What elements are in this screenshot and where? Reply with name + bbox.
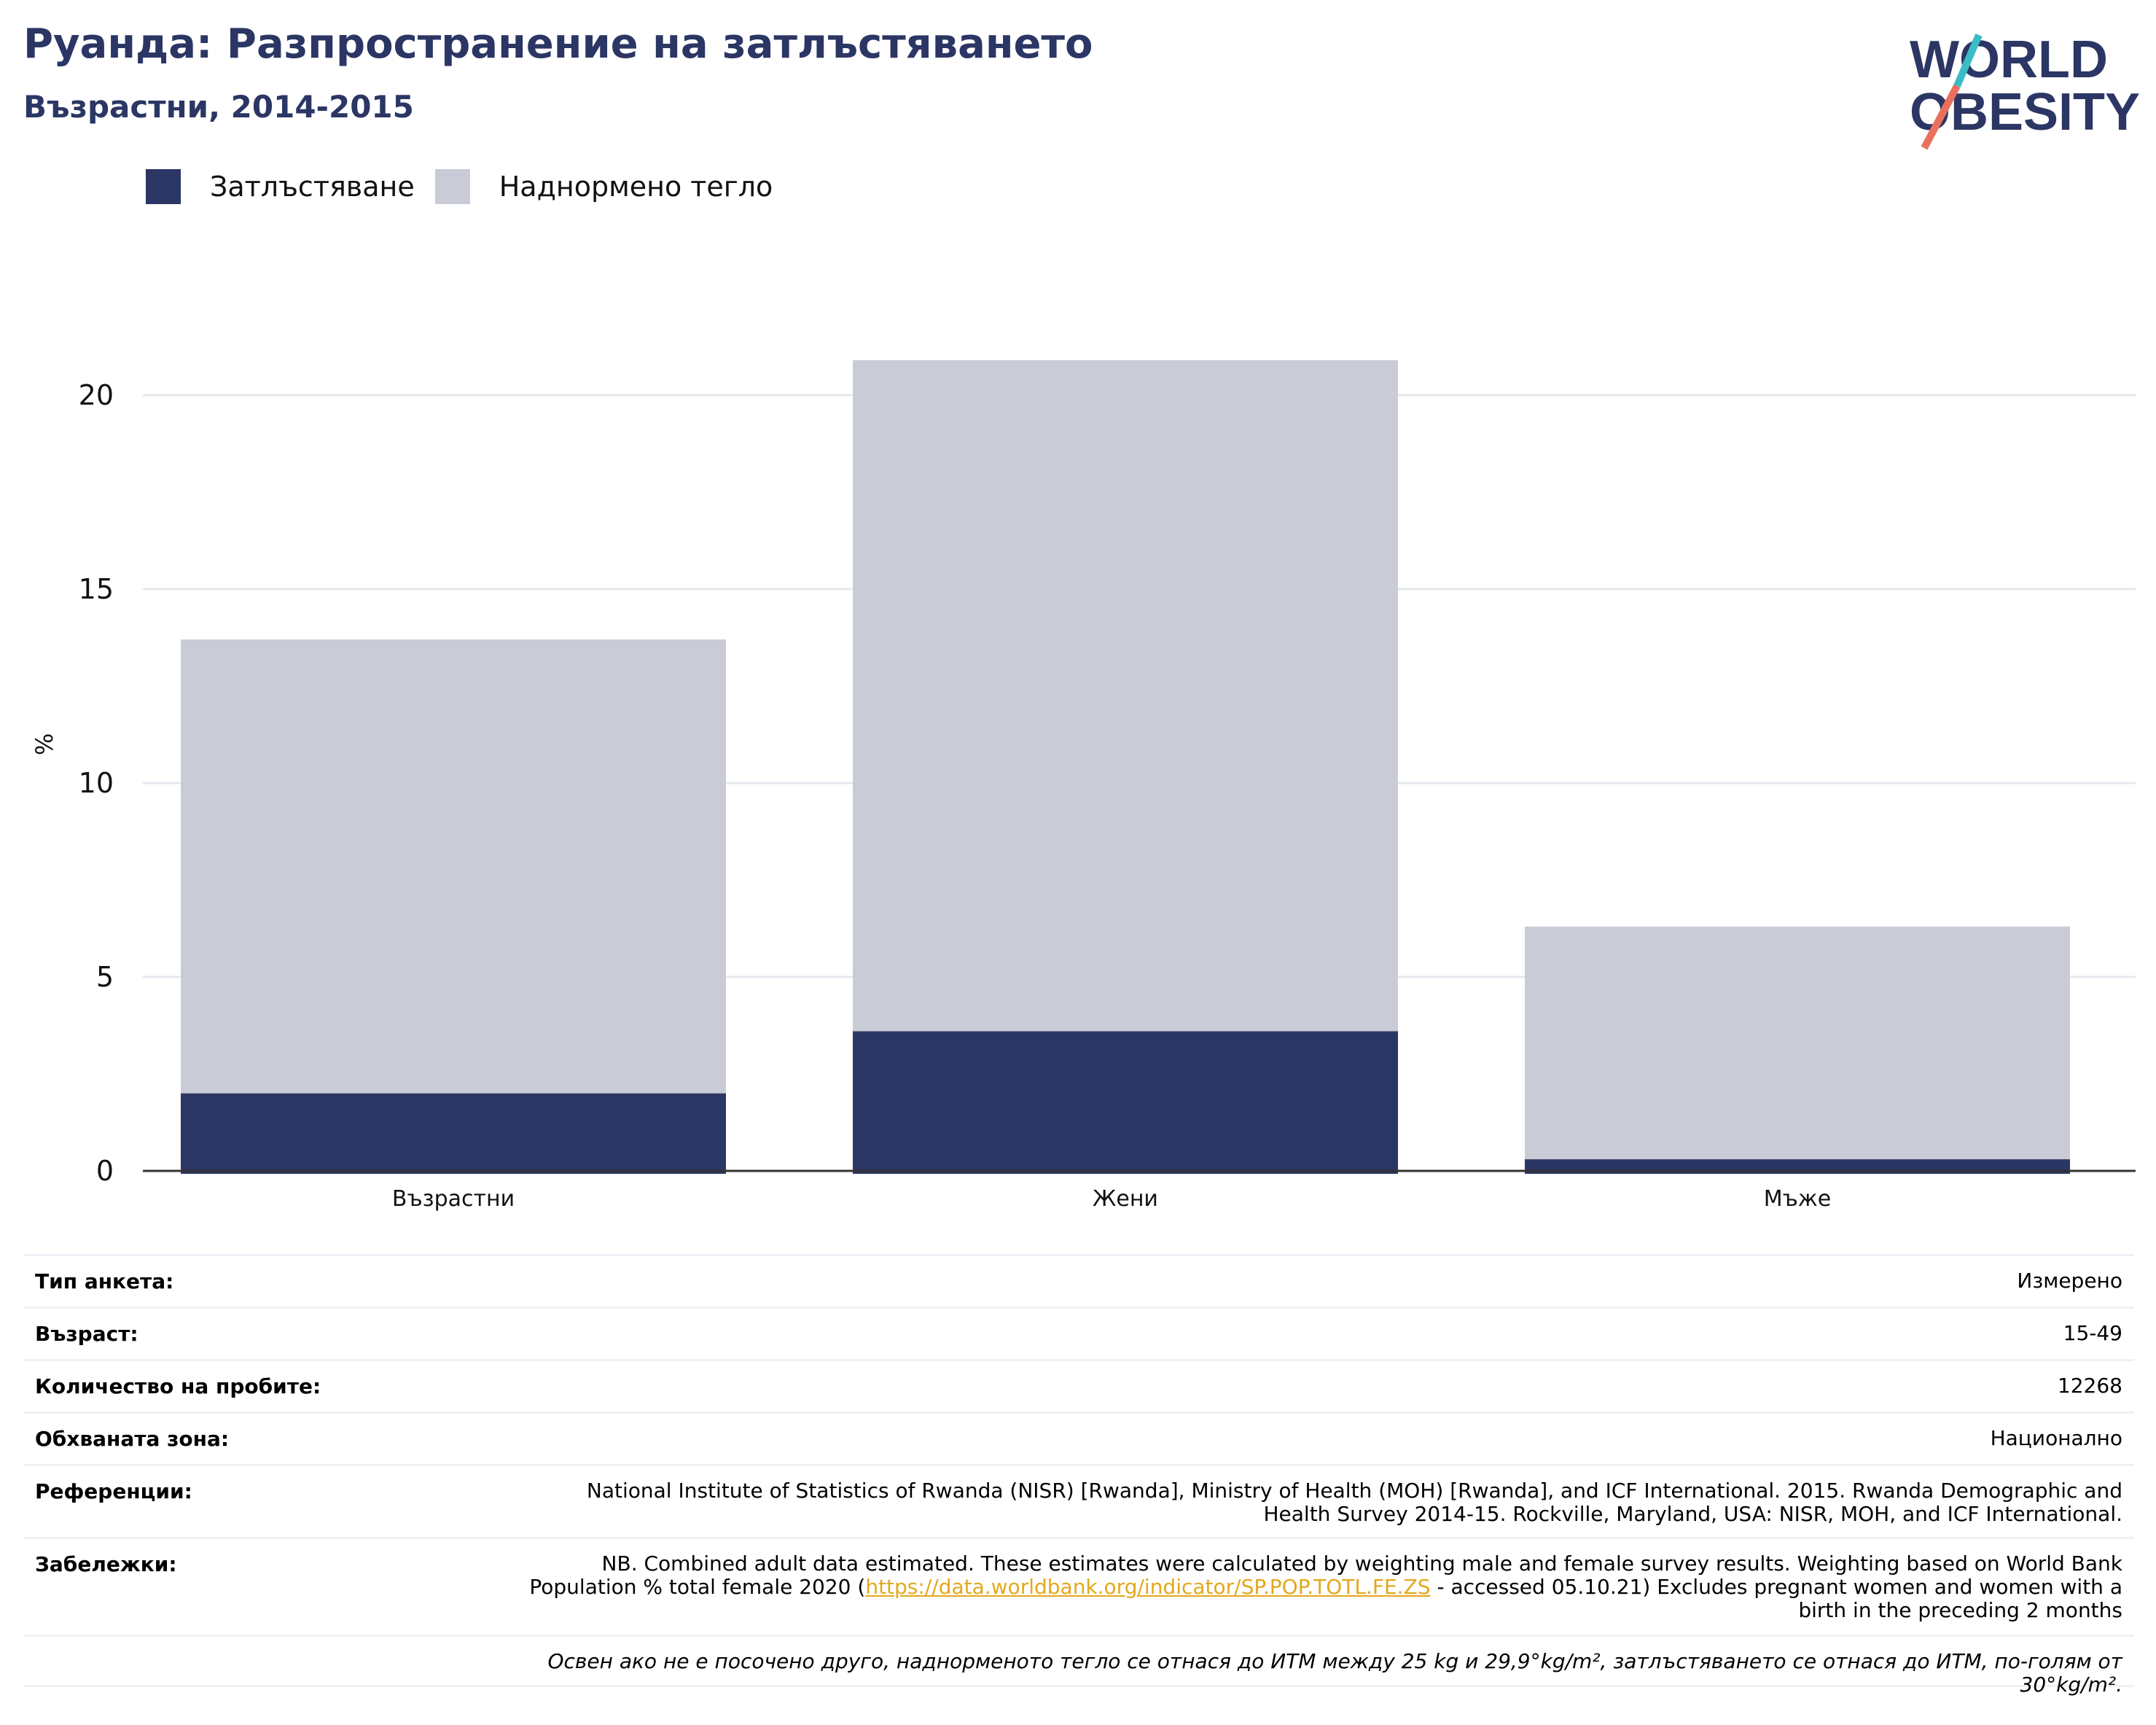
page-title: Руанда: Разпространение на затлъстяванет… bbox=[23, 20, 1093, 68]
y-tick-label: 10 bbox=[79, 767, 114, 799]
legend-swatch-overweight bbox=[434, 169, 470, 204]
meta-value-survey-type: Измерено bbox=[2017, 1269, 2122, 1293]
meta-key-age: Възраст: bbox=[35, 1322, 138, 1346]
legend-label-obesity: Затлъстяване bbox=[210, 171, 415, 203]
notes-text-after: - accessed 05.10.21) Excludes pregnant w… bbox=[1430, 1575, 2122, 1622]
footnote: Освен ако не е посочено друго, наднормен… bbox=[547, 1649, 2122, 1697]
meta-row-sample: Количество на пробите: 12268 bbox=[23, 1359, 2134, 1411]
x-tick-label: Възрастни bbox=[392, 1186, 515, 1212]
meta-row-footnote: Освен ако не е посочено друго, наднормен… bbox=[23, 1635, 2134, 1697]
bar-overweight-0 bbox=[181, 639, 726, 1094]
meta-row-age: Възраст: 15-49 bbox=[23, 1307, 2134, 1359]
meta-value-sample: 12268 bbox=[2057, 1374, 2122, 1398]
meta-row-references: Референции: National Institute of Statis… bbox=[23, 1464, 2134, 1537]
meta-key-survey-type: Тип анкета: bbox=[35, 1269, 174, 1293]
meta-value-notes: NB. Combined adult data estimated. These… bbox=[519, 1552, 2122, 1622]
y-tick-label: 20 bbox=[79, 379, 114, 411]
meta-row-notes: Забележки: NB. Combined adult data estim… bbox=[23, 1537, 2134, 1635]
page-subtitle: Възрастни, 2014-2015 bbox=[23, 89, 414, 125]
chart-legend: Затлъстяване Наднормено тегло bbox=[146, 169, 793, 204]
worldbank-link[interactable]: https://data.worldbank.org/indicator/SP.… bbox=[865, 1575, 1431, 1599]
bar-overweight-2 bbox=[1525, 926, 2070, 1160]
meta-key-references: Референции: bbox=[35, 1479, 192, 1503]
y-tick-label: 15 bbox=[79, 573, 114, 605]
world-obesity-logo: WORLD OBESITY bbox=[1910, 31, 2140, 150]
meta-value-area: Национално bbox=[1990, 1426, 2122, 1450]
meta-value-age: 15-49 bbox=[2063, 1321, 2122, 1345]
meta-key-sample: Количество на пробите: bbox=[35, 1374, 321, 1398]
x-tick-label: Мъже bbox=[1764, 1186, 1832, 1212]
survey-metadata-table: Тип анкета: Измерено Възраст: 15-49 Коли… bbox=[23, 1254, 2134, 1697]
y-tick-label: 0 bbox=[96, 1155, 114, 1187]
legend-swatch-obesity bbox=[146, 169, 181, 204]
bar-overweight-1 bbox=[853, 360, 1398, 1032]
meta-value-references: National Institute of Statistics of Rwan… bbox=[586, 1479, 2122, 1526]
logo-coral-stroke bbox=[1921, 84, 1961, 150]
bar-obesity-1 bbox=[853, 1031, 1398, 1174]
bar-obesity-0 bbox=[181, 1093, 726, 1174]
notes-text-before: NB. Combined adult data estimated. These… bbox=[529, 1551, 2122, 1599]
meta-key-area: Обхваната зона: bbox=[35, 1427, 230, 1451]
meta-key-notes: Забележки: bbox=[35, 1552, 177, 1576]
legend-label-overweight: Наднормено тегло bbox=[499, 171, 773, 203]
bar-chart: 0 5 10 15 20% Възрастни Жени Мъже bbox=[31, 360, 2136, 1212]
logo-teal-stroke bbox=[1953, 34, 1983, 87]
meta-row-area: Обхваната зона: Национално bbox=[23, 1411, 2134, 1464]
logo-word-obesity: OBESITY bbox=[1910, 83, 2140, 141]
meta-row-survey-type: Тип анкета: Измерено bbox=[23, 1254, 2134, 1307]
logo-word-world: WORLD bbox=[1910, 31, 2108, 89]
y-axis-label: % bbox=[31, 733, 58, 755]
y-tick-label: 5 bbox=[96, 961, 114, 993]
x-tick-label: Жени bbox=[1093, 1186, 1158, 1212]
